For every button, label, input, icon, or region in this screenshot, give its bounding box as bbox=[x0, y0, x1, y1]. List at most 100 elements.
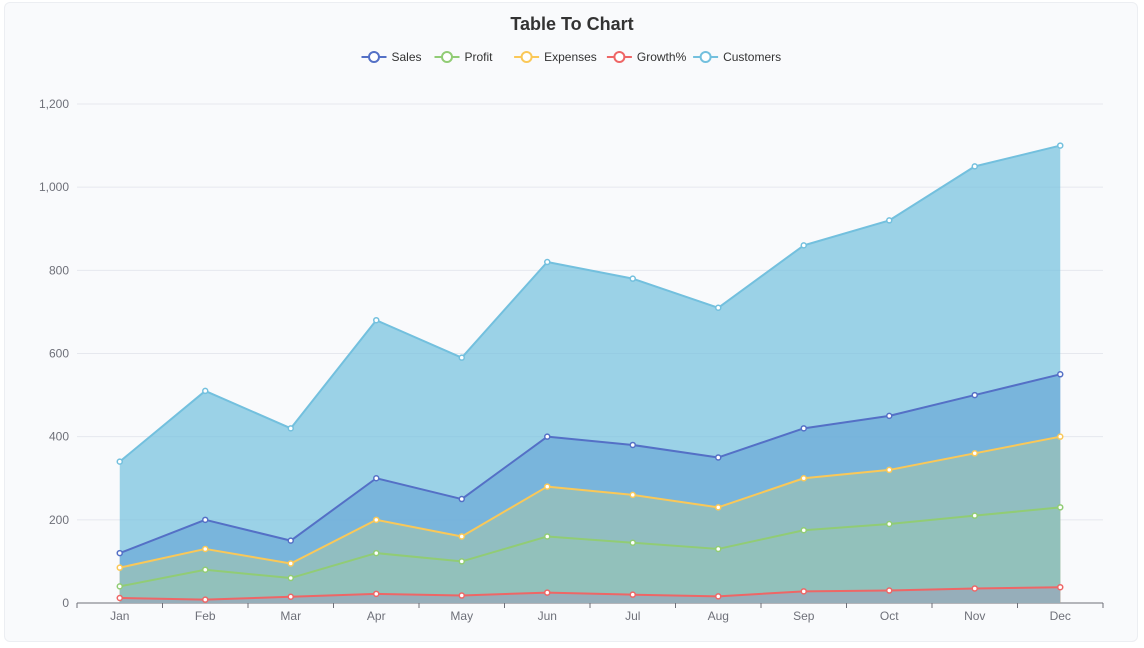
point-growth bbox=[971, 585, 978, 592]
x-tick-label: Nov bbox=[964, 609, 985, 623]
point-customers bbox=[373, 316, 380, 324]
point-profit bbox=[544, 533, 551, 540]
point-expenses bbox=[287, 560, 294, 567]
point-growth bbox=[373, 590, 380, 598]
point-sales bbox=[544, 433, 551, 440]
point-expenses bbox=[629, 491, 636, 499]
point-sales bbox=[715, 454, 722, 461]
point-growth bbox=[202, 596, 209, 603]
x-tick-label: Oct bbox=[880, 609, 899, 623]
point-customers bbox=[116, 458, 123, 465]
line-customers bbox=[119, 144, 1061, 463]
point-expenses bbox=[544, 483, 551, 490]
legend-label: Sales bbox=[392, 50, 422, 64]
point-growth bbox=[1057, 583, 1064, 591]
point-customers bbox=[202, 387, 209, 395]
x-tick-label: May bbox=[450, 609, 473, 623]
point-sales bbox=[629, 441, 636, 449]
point-growth bbox=[544, 589, 551, 596]
y-tick-label: 1,000 bbox=[39, 180, 69, 194]
legend-label: Expenses bbox=[544, 50, 597, 64]
legend-label: Growth% bbox=[637, 50, 687, 64]
y-tick-label: 800 bbox=[49, 263, 69, 277]
x-tick-label: Dec bbox=[1050, 609, 1071, 623]
x-tick-label: Aug bbox=[708, 609, 729, 623]
point-customers bbox=[971, 163, 978, 170]
x-tick-label: Jan bbox=[110, 609, 129, 623]
y-tick-label: 1,200 bbox=[39, 97, 69, 111]
legend-item[interactable]: Growth% bbox=[606, 50, 687, 64]
point-profit bbox=[715, 545, 722, 553]
y-tick-label: 600 bbox=[49, 347, 69, 361]
legend-circle-icon bbox=[613, 51, 626, 63]
point-profit bbox=[202, 566, 209, 573]
point-customers bbox=[715, 304, 722, 312]
chart-title: Table To Chart bbox=[510, 14, 634, 34]
point-sales bbox=[202, 516, 209, 524]
line-growth bbox=[119, 586, 1061, 601]
point-expenses bbox=[971, 450, 978, 457]
point-sales bbox=[800, 425, 807, 432]
point-sales bbox=[373, 475, 380, 482]
point-sales bbox=[458, 495, 465, 503]
legend-label: Profit bbox=[465, 50, 494, 64]
point-sales bbox=[1057, 371, 1064, 378]
point-growth bbox=[287, 593, 294, 601]
point-profit bbox=[116, 583, 123, 590]
point-profit bbox=[287, 574, 294, 582]
point-profit bbox=[800, 526, 807, 534]
point-profit bbox=[373, 549, 380, 557]
point-sales bbox=[971, 391, 978, 399]
point-expenses bbox=[458, 533, 465, 540]
legend-circle-icon bbox=[441, 51, 453, 63]
point-profit bbox=[458, 558, 465, 565]
point-expenses bbox=[715, 504, 722, 511]
y-tick-label: 0 bbox=[62, 596, 69, 610]
legend-circle-icon bbox=[368, 51, 380, 63]
legend-item[interactable]: Expenses bbox=[514, 50, 597, 64]
x-tick-label: Jul bbox=[625, 609, 640, 623]
legend-item[interactable]: Customers bbox=[693, 50, 781, 64]
point-customers bbox=[544, 258, 551, 266]
legend-item[interactable]: Profit bbox=[434, 50, 494, 64]
point-growth bbox=[458, 592, 465, 599]
point-customers bbox=[458, 354, 465, 361]
point-growth bbox=[800, 588, 807, 595]
area-customers bbox=[119, 145, 1061, 603]
point-profit bbox=[971, 512, 978, 519]
point-growth bbox=[886, 587, 893, 594]
point-growth bbox=[715, 593, 722, 600]
point-expenses bbox=[373, 516, 380, 524]
point-customers bbox=[629, 275, 636, 282]
series-areas bbox=[119, 145, 1061, 603]
point-growth bbox=[116, 594, 123, 602]
x-tick-label: Apr bbox=[367, 609, 386, 623]
point-expenses bbox=[116, 564, 123, 571]
legend-circle-icon bbox=[699, 51, 712, 63]
legend-circle-icon bbox=[520, 51, 533, 63]
line-expenses bbox=[119, 435, 1061, 569]
point-customers bbox=[800, 242, 807, 249]
legend-item[interactable]: Sales bbox=[361, 50, 422, 64]
point-profit bbox=[1057, 504, 1064, 511]
legend-label: Customers bbox=[723, 50, 781, 64]
x-tick-label: Sep bbox=[793, 609, 815, 623]
point-growth bbox=[629, 591, 636, 598]
line-profit bbox=[119, 506, 1061, 588]
point-sales bbox=[886, 412, 893, 420]
point-customers bbox=[886, 217, 893, 224]
point-expenses bbox=[1057, 433, 1064, 440]
series-lines bbox=[119, 144, 1061, 601]
legend[interactable]: Sales Profit Expenses Growth% Customers bbox=[361, 50, 782, 64]
point-sales bbox=[116, 549, 123, 557]
point-customers bbox=[287, 425, 294, 432]
point-sales bbox=[287, 537, 294, 544]
point-profit bbox=[629, 539, 636, 546]
point-profit bbox=[886, 520, 893, 528]
x-tick-label: Feb bbox=[195, 609, 216, 623]
y-tick-label: 400 bbox=[49, 430, 69, 444]
point-expenses bbox=[202, 545, 209, 553]
x-tick-label: Mar bbox=[280, 609, 301, 623]
series-points bbox=[116, 142, 1064, 603]
